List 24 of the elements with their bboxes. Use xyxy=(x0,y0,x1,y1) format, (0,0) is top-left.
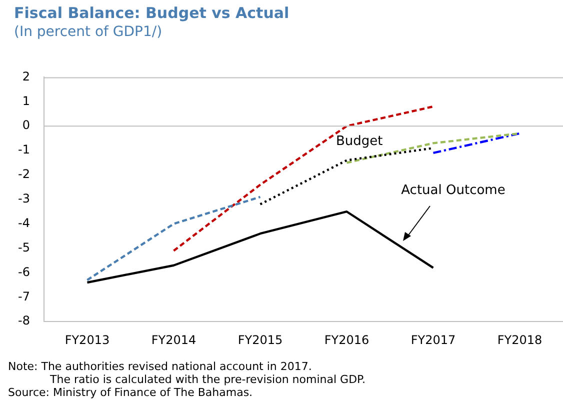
chart-title: Fiscal Balance: Budget vs Actual xyxy=(14,4,290,22)
y-tick-label: 0 xyxy=(22,118,30,132)
annotation: Budget xyxy=(336,134,383,149)
x-tick-label: FY2017 xyxy=(410,332,456,347)
x-tick-label: FY2018 xyxy=(497,332,542,347)
y-tick-label: 1 xyxy=(22,94,30,108)
y-tick-label: -4 xyxy=(18,216,30,230)
y-tick-label: 2 xyxy=(22,69,30,84)
text: The ratio is calculated with the pre-revision nominal GDP. xyxy=(49,373,366,386)
text: Actual Outcome xyxy=(401,183,506,198)
x-tick-label: FY2015 xyxy=(238,332,283,347)
y-tick-label: -2 xyxy=(18,167,30,182)
x-tick-label: FY2016 xyxy=(324,332,370,347)
y-tick-label: -1 xyxy=(18,142,30,157)
y-tick-label: -5 xyxy=(18,240,30,254)
y-tick-label: -8 xyxy=(18,314,30,328)
text: Note: The authorities revised national account in 2017. xyxy=(8,360,313,373)
chart-subtitle: (In percent of GDP1/) xyxy=(14,24,162,40)
y-tick-label: -6 xyxy=(18,264,30,279)
x-tick-label: FY2013 xyxy=(64,332,110,347)
y-tick-label: -3 xyxy=(18,192,30,206)
x-tick-label: FY2014 xyxy=(151,332,196,347)
source-note: Source: Ministry of Finance of The Bahamas. xyxy=(8,386,254,399)
y-tick-label: -7 xyxy=(18,289,30,304)
